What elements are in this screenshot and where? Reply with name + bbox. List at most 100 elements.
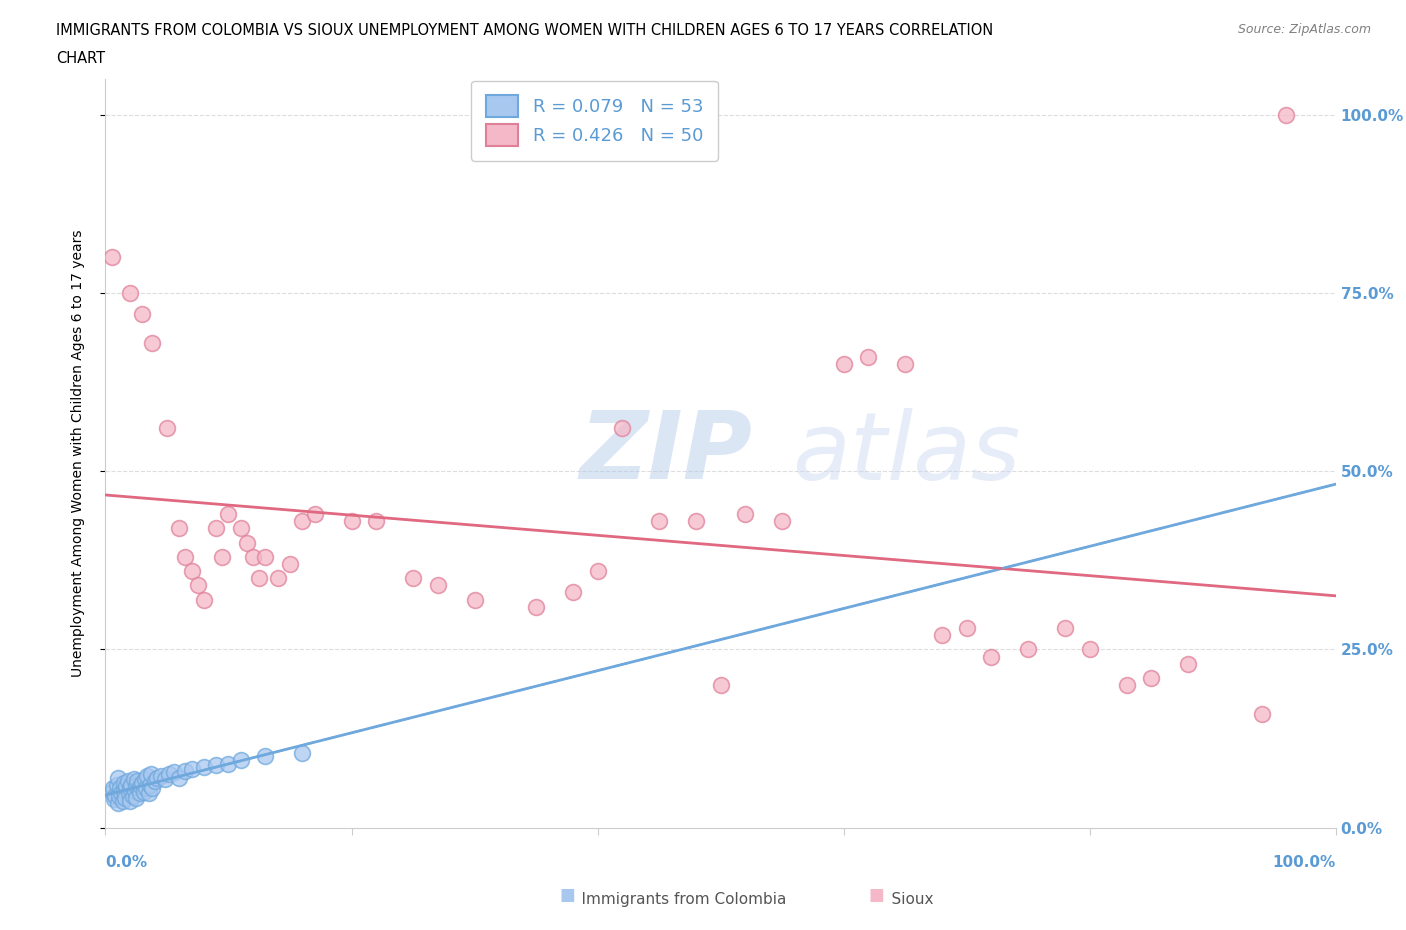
Text: atlas: atlas: [792, 408, 1021, 498]
Point: [110, 781, 132, 796]
Point: [125, 779, 148, 794]
Point: [562, 585, 585, 600]
Point: [135, 781, 157, 796]
Point: [1054, 620, 1077, 635]
Point: [278, 556, 301, 571]
Text: Source: ZipAtlas.com: Source: ZipAtlas.com: [1237, 23, 1371, 36]
Point: [131, 776, 153, 790]
Point: [117, 774, 139, 789]
Point: [980, 649, 1002, 664]
Point: [242, 550, 264, 565]
Point: [1275, 107, 1298, 122]
Text: ■: ■: [560, 886, 575, 904]
Point: [956, 620, 979, 635]
Point: [1017, 642, 1039, 657]
Point: [180, 762, 202, 777]
Point: [138, 777, 162, 792]
Point: [112, 783, 135, 798]
Point: [685, 513, 707, 528]
Point: [894, 357, 917, 372]
Point: [734, 507, 756, 522]
Point: [114, 790, 136, 805]
Point: [832, 357, 855, 372]
Point: [120, 781, 141, 796]
Point: [132, 785, 155, 800]
Point: [193, 760, 215, 775]
Point: [1177, 657, 1199, 671]
Point: [120, 793, 141, 808]
Point: [340, 513, 363, 528]
Point: [163, 764, 186, 779]
Point: [146, 770, 169, 785]
Point: [229, 752, 252, 767]
Text: Sioux: Sioux: [872, 892, 934, 907]
Point: [267, 571, 290, 586]
Point: [291, 513, 314, 528]
Point: [205, 521, 228, 536]
Point: [180, 564, 202, 578]
Point: [236, 535, 259, 550]
Point: [174, 764, 197, 778]
Point: [141, 781, 163, 796]
Point: [112, 776, 135, 790]
Point: [648, 513, 671, 528]
Point: [122, 772, 145, 787]
Point: [770, 513, 793, 528]
Point: [129, 786, 152, 801]
Point: [128, 781, 150, 796]
Point: [247, 571, 270, 586]
Point: [169, 521, 191, 536]
Point: [710, 678, 733, 693]
Point: [524, 599, 547, 614]
Point: [108, 789, 131, 804]
Point: [218, 756, 240, 771]
Point: [111, 793, 134, 808]
Point: [100, 250, 122, 265]
Point: [610, 421, 633, 436]
Point: [159, 766, 180, 781]
Point: [127, 774, 149, 789]
Point: [1115, 678, 1137, 693]
Point: [291, 746, 314, 761]
Point: [218, 507, 240, 522]
Point: [131, 307, 153, 322]
Point: [1140, 671, 1163, 685]
Y-axis label: Unemployment Among Women with Children Ages 6 to 17 years: Unemployment Among Women with Children A…: [70, 230, 84, 677]
Legend: R = 0.079   N = 53, R = 0.426   N = 50: R = 0.079 N = 53, R = 0.426 N = 50: [471, 81, 717, 161]
Point: [931, 628, 953, 643]
Point: [125, 790, 148, 805]
Point: [426, 578, 449, 592]
Point: [138, 786, 160, 801]
Point: [118, 786, 141, 801]
Point: [134, 772, 156, 787]
Text: IMMIGRANTS FROM COLOMBIA VS SIOUX UNEMPLOYMENT AMONG WOMEN WITH CHILDREN AGES 6 : IMMIGRANTS FROM COLOMBIA VS SIOUX UNEMPL…: [56, 23, 994, 38]
Point: [105, 777, 128, 792]
Point: [121, 789, 143, 804]
Point: [211, 550, 233, 565]
Point: [156, 421, 179, 436]
Point: [141, 336, 163, 351]
Point: [149, 769, 172, 784]
Point: [107, 770, 129, 785]
Point: [402, 571, 425, 586]
Text: 100.0%: 100.0%: [1272, 855, 1336, 870]
Point: [1251, 706, 1274, 721]
Point: [174, 550, 197, 565]
Point: [169, 770, 191, 785]
Point: [115, 779, 138, 794]
Point: [193, 592, 215, 607]
Point: [120, 286, 141, 300]
Point: [366, 513, 388, 528]
Point: [107, 795, 129, 810]
Point: [104, 789, 127, 804]
Point: [153, 772, 176, 787]
Text: ZIP: ZIP: [579, 407, 752, 499]
Point: [858, 350, 880, 365]
Point: [254, 749, 277, 764]
Point: [1078, 642, 1101, 657]
Point: [101, 781, 124, 796]
Point: [103, 791, 125, 806]
Point: [139, 766, 162, 781]
Point: [100, 785, 122, 800]
Point: [586, 564, 609, 578]
